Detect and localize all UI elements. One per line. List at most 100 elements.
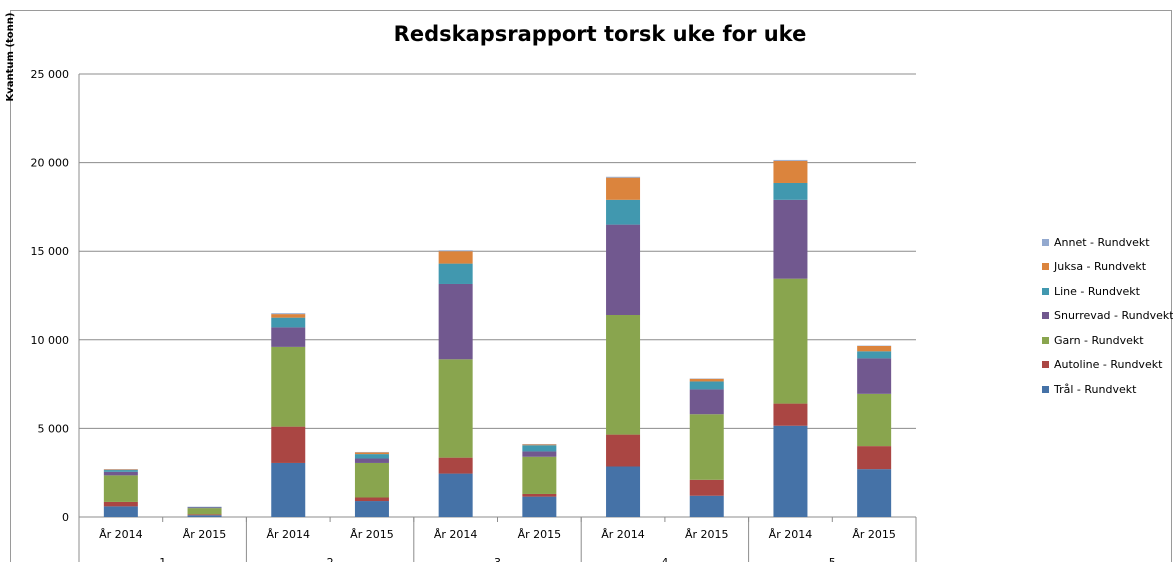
bar-segment: [857, 446, 892, 470]
bar-segment: [522, 493, 557, 497]
x-tick-label: År 2014: [266, 528, 310, 541]
legend-item: Trål - Rundvekt: [1042, 377, 1172, 402]
x-group-label: 4: [661, 556, 668, 562]
bar-segment: [271, 327, 306, 347]
bar-segment: [438, 473, 473, 517]
bar-segment: [773, 182, 808, 200]
legend-swatch: [1042, 385, 1049, 393]
bar-segment: [857, 469, 892, 517]
bar-segment: [606, 199, 641, 225]
x-group-label: 3: [494, 556, 501, 562]
legend-item: Annet - Rundvekt: [1042, 230, 1172, 255]
legend-label: Garn - Rundvekt: [1054, 333, 1144, 347]
bar-segment: [606, 434, 641, 467]
legend-item: Snurrevad - Rundvekt: [1042, 304, 1173, 329]
x-tick-label: År 2014: [769, 528, 813, 541]
bar-segment: [438, 251, 473, 264]
bar-segment: [689, 479, 724, 496]
bar-segment: [857, 346, 892, 352]
bar-segment: [522, 451, 557, 457]
bar-segment: [857, 393, 892, 447]
bar-segment: [103, 501, 138, 507]
x-tick-label: År 2015: [852, 528, 896, 541]
bar-segment: [438, 263, 473, 284]
bar-segment: [187, 514, 222, 516]
bar-segment: [606, 176, 641, 178]
bar-segment: [354, 497, 389, 502]
bar-segment: [857, 358, 892, 394]
chart-frame: [10, 10, 1172, 562]
bar-segment: [606, 314, 641, 435]
bar-segment: [522, 445, 557, 452]
bar-segment: [187, 515, 222, 517]
chart-title: Redskapsrapport torsk uke for uke: [393, 22, 807, 46]
bar-segment: [354, 454, 389, 459]
bar-segment: [354, 452, 389, 455]
legend-swatch: [1042, 263, 1049, 271]
bar-segment: [271, 313, 306, 315]
bar-segment: [187, 507, 222, 509]
bar-segment: [522, 496, 557, 517]
x-group-label: 1: [159, 556, 166, 562]
bar-segment: [857, 351, 892, 359]
bar-segment: [689, 378, 724, 382]
legend-item: Juksa - Rundvekt: [1042, 255, 1172, 280]
x-tick-label: År 2014: [601, 528, 645, 541]
bar-segment: [773, 425, 808, 517]
chart-legend: Annet - Rundvekt Juksa - Rundvekt Line - R…: [1042, 230, 1173, 402]
legend-label: Autoline - Rundvekt: [1054, 358, 1163, 372]
bar-segment: [773, 403, 808, 426]
bar-segment: [689, 495, 724, 517]
bar-segment: [438, 359, 473, 458]
bar-segment: [773, 278, 808, 404]
bar-segment: [773, 160, 808, 183]
y-tick-label: 5 000: [38, 422, 70, 435]
x-tick-label: År 2015: [183, 528, 227, 541]
y-tick-label: 25 000: [31, 68, 70, 81]
legend-label: Line - Rundvekt: [1054, 284, 1140, 298]
bar-segment: [438, 283, 473, 360]
bar-segment: [606, 177, 641, 200]
bar-segment: [606, 224, 641, 315]
x-tick-label: År 2014: [434, 528, 478, 541]
legend-label: Juksa - Rundvekt: [1054, 260, 1147, 274]
legend-swatch: [1042, 336, 1049, 344]
legend-swatch: [1042, 312, 1049, 320]
bar-segment: [522, 444, 557, 446]
legend-item: Line - Rundvekt: [1042, 279, 1172, 304]
x-tick-label: År 2015: [518, 528, 562, 541]
bar-segment: [689, 381, 724, 390]
y-tick-label: 10 000: [31, 334, 70, 347]
bar-segment: [773, 159, 808, 161]
bar-segment: [689, 389, 724, 415]
x-tick-label: År 2014: [99, 528, 143, 541]
bar-segment: [103, 469, 138, 471]
y-tick-label: 15 000: [31, 245, 70, 258]
bar-segment: [773, 199, 808, 279]
bar-segment: [606, 466, 641, 517]
bar-segment: [354, 458, 389, 463]
bar-segment: [271, 314, 306, 318]
legend-swatch: [1042, 238, 1049, 246]
legend-label: Annet - Rundvekt: [1054, 235, 1150, 249]
legend-label: Snurrevad - Rundvekt: [1054, 309, 1173, 323]
bar-segment: [354, 462, 389, 498]
bar-segment: [271, 462, 306, 517]
x-group-label: 2: [327, 556, 334, 562]
bar-segment: [271, 346, 306, 427]
legend-swatch: [1042, 361, 1049, 369]
bar-segment: [438, 457, 473, 474]
bar-segment: [187, 508, 222, 515]
bar-segment: [103, 506, 138, 517]
y-tick-label: 20 000: [31, 157, 70, 170]
x-tick-label: År 2015: [685, 528, 729, 541]
legend-item: Autoline - Rundvekt: [1042, 353, 1172, 378]
bar-segment: [103, 470, 138, 472]
bar-segment: [522, 456, 557, 494]
legend-item: Garn - Rundvekt: [1042, 328, 1172, 353]
x-tick-label: År 2015: [350, 528, 394, 541]
y-tick-label: 0: [62, 511, 69, 524]
bar-segment: [271, 317, 306, 328]
bar-segment: [271, 426, 306, 463]
